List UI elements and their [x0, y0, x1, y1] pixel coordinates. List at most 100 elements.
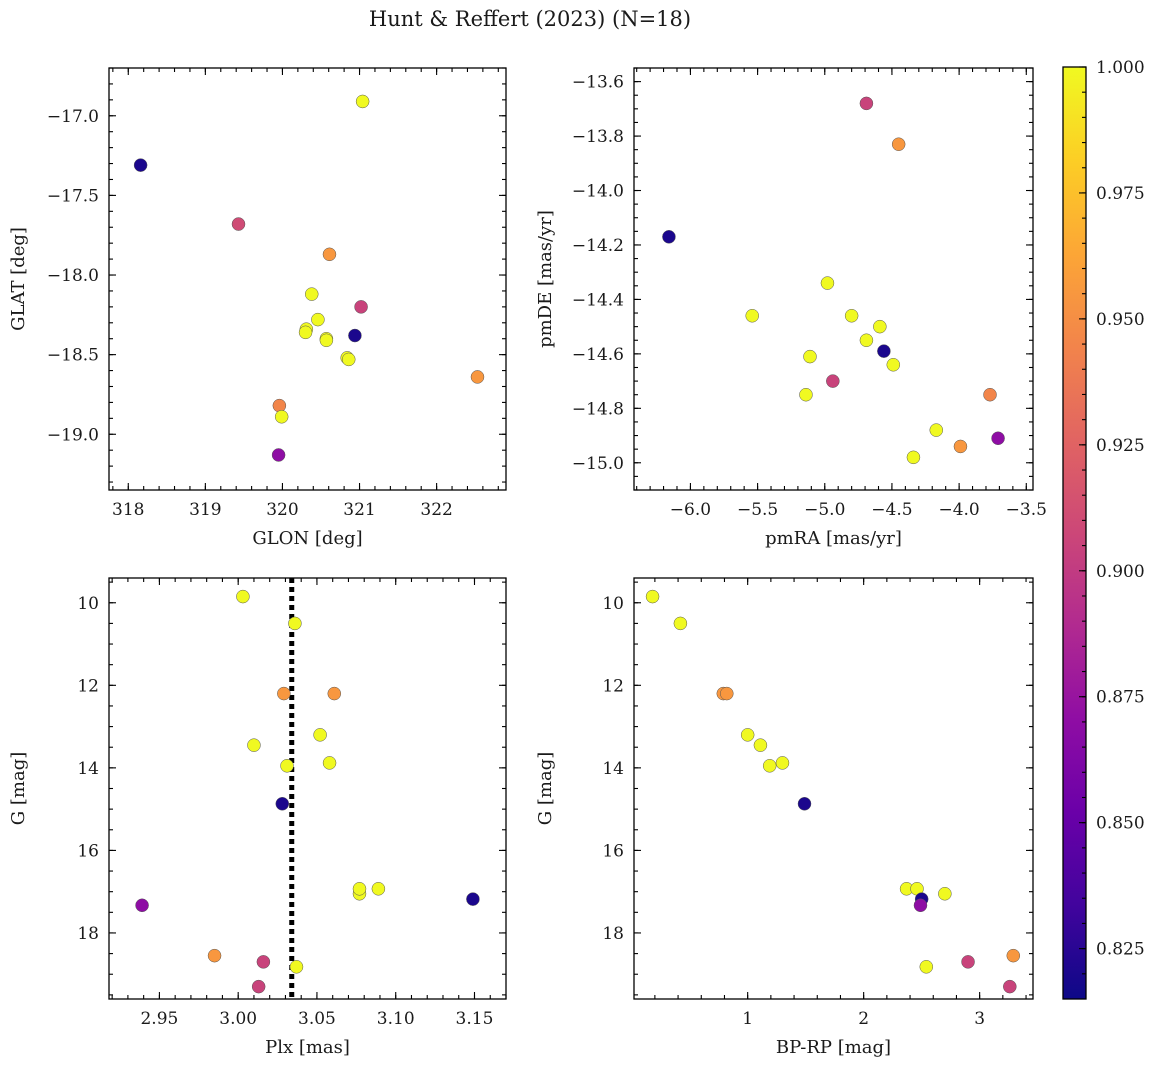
data-point	[938, 887, 952, 901]
data-point	[803, 349, 817, 364]
plot-frame	[108, 577, 507, 1000]
x-tick-label: 322	[420, 500, 452, 520]
data-point	[271, 448, 286, 462]
data-point	[133, 158, 148, 172]
data-point	[275, 797, 290, 811]
data-point	[466, 892, 480, 906]
data-point	[799, 387, 813, 402]
data-point	[135, 898, 149, 913]
data-point	[859, 333, 874, 348]
data-point	[797, 797, 812, 811]
data-point	[319, 333, 334, 348]
plot-frame	[633, 67, 1034, 491]
data-point	[280, 759, 294, 773]
y-tick-label: −17.0	[47, 107, 99, 127]
y-tick-label: −14.4	[572, 290, 624, 310]
data-point	[929, 423, 944, 437]
data-point	[236, 589, 250, 604]
x-tick-label: 3.10	[377, 1009, 415, 1029]
x-tick-label: −4.0	[938, 500, 979, 520]
colorbar: 0.825 0.850 0.875 0.900 0.925 0.950 0.975 1.000	[1062, 58, 1145, 1000]
plot-frame	[108, 67, 507, 491]
x-tick-label: 3	[974, 1009, 985, 1029]
y-tick-label: −19.0	[47, 425, 99, 445]
data-point	[891, 137, 906, 151]
data-point	[470, 370, 485, 384]
x-tick-label: −6.0	[670, 500, 711, 520]
data-point	[298, 325, 313, 340]
data-point	[859, 96, 874, 111]
y-tick-label: −14.6	[572, 345, 624, 365]
x-axis-label: GLON [deg]	[252, 528, 362, 549]
data-point	[1003, 979, 1017, 994]
colorbar-tick-label: 0.925	[1096, 436, 1145, 456]
data-point	[313, 728, 327, 742]
y-tick-label: −13.8	[572, 127, 624, 147]
x-tick-label: 3.00	[219, 1009, 257, 1029]
y-tick-label: 14	[602, 759, 624, 779]
data-point	[673, 616, 688, 631]
data-point	[288, 616, 302, 631]
x-tick-label: 2.95	[140, 1009, 178, 1029]
colorbar-tick-label: 1.000	[1096, 58, 1145, 78]
y-axis-label: pmDE [mas/yr]	[535, 210, 556, 348]
data-point	[983, 387, 997, 402]
data-point	[272, 398, 287, 413]
colorbar-tick-label: 0.875	[1096, 688, 1145, 708]
x-tick-label: 1	[742, 1009, 753, 1029]
y-tick-label: 16	[602, 841, 624, 861]
y-tick-label: −13.6	[572, 73, 624, 93]
y-tick-label: 14	[77, 759, 99, 779]
data-point	[304, 287, 319, 301]
x-axis-label: BP-RP [mag]	[776, 1037, 891, 1058]
data-point	[645, 589, 660, 604]
colorbar-gradient	[1063, 67, 1086, 999]
data-point	[274, 409, 289, 424]
data-point	[961, 955, 975, 969]
data-point	[753, 738, 768, 752]
x-tick-label: 318	[112, 500, 144, 520]
x-tick-label: −3.5	[1006, 500, 1047, 520]
data-point	[354, 300, 368, 314]
y-axis-label: GLAT [deg]	[8, 227, 29, 331]
data-point	[247, 738, 261, 752]
data-point	[251, 979, 266, 994]
y-tick-label: 12	[602, 676, 624, 696]
data-point	[662, 230, 676, 244]
y-tick-label: 10	[77, 594, 99, 614]
y-tick-label: −18.0	[47, 266, 99, 286]
data-point	[991, 431, 1005, 446]
data-point	[341, 352, 356, 367]
data-point	[740, 728, 755, 742]
data-point	[256, 955, 271, 969]
panel-bottom-left: 2.95 3.00 3.05 3.10 3.15 10 12 14 16 18 Plx [mas] G…	[8, 577, 507, 1058]
data-point	[311, 312, 325, 327]
data-point	[906, 450, 921, 465]
y-tick-label: 18	[77, 924, 99, 944]
data-point	[207, 948, 222, 963]
data-point	[327, 686, 342, 701]
data-point	[322, 756, 337, 770]
colorbar-tick-label: 0.825	[1096, 940, 1145, 960]
colorbar-tick-label: 0.950	[1096, 310, 1145, 330]
colorbar-tick-label: 0.850	[1096, 814, 1145, 834]
data-point	[775, 756, 790, 770]
panel-top-left: 318 319 320 321 322 −17.0 −17.5 −18.0 −18.5 −19.0…	[8, 67, 507, 549]
x-axis-label: pmRA [mas/yr]	[765, 528, 902, 549]
data-point	[886, 358, 901, 372]
y-axis-label: G [mag]	[535, 752, 556, 825]
data-point	[745, 309, 759, 323]
data-point	[919, 960, 934, 974]
data-point	[844, 309, 859, 323]
y-tick-label: −14.0	[572, 182, 624, 202]
data-point	[953, 439, 968, 454]
x-tick-label: 2	[858, 1009, 869, 1029]
x-tick-label: 3.15	[456, 1009, 494, 1029]
data-point	[1006, 948, 1021, 963]
colorbar-tick-label: 0.975	[1096, 184, 1145, 204]
data-point	[820, 276, 835, 290]
panel-top-right: −6.0 −5.5 −5.0 −4.5 −4.0 −3.5 −13.6 −13.8 −14.0 −…	[535, 67, 1047, 549]
y-axis-label: G [mag]	[8, 752, 29, 825]
y-tick-label: 10	[602, 594, 624, 614]
